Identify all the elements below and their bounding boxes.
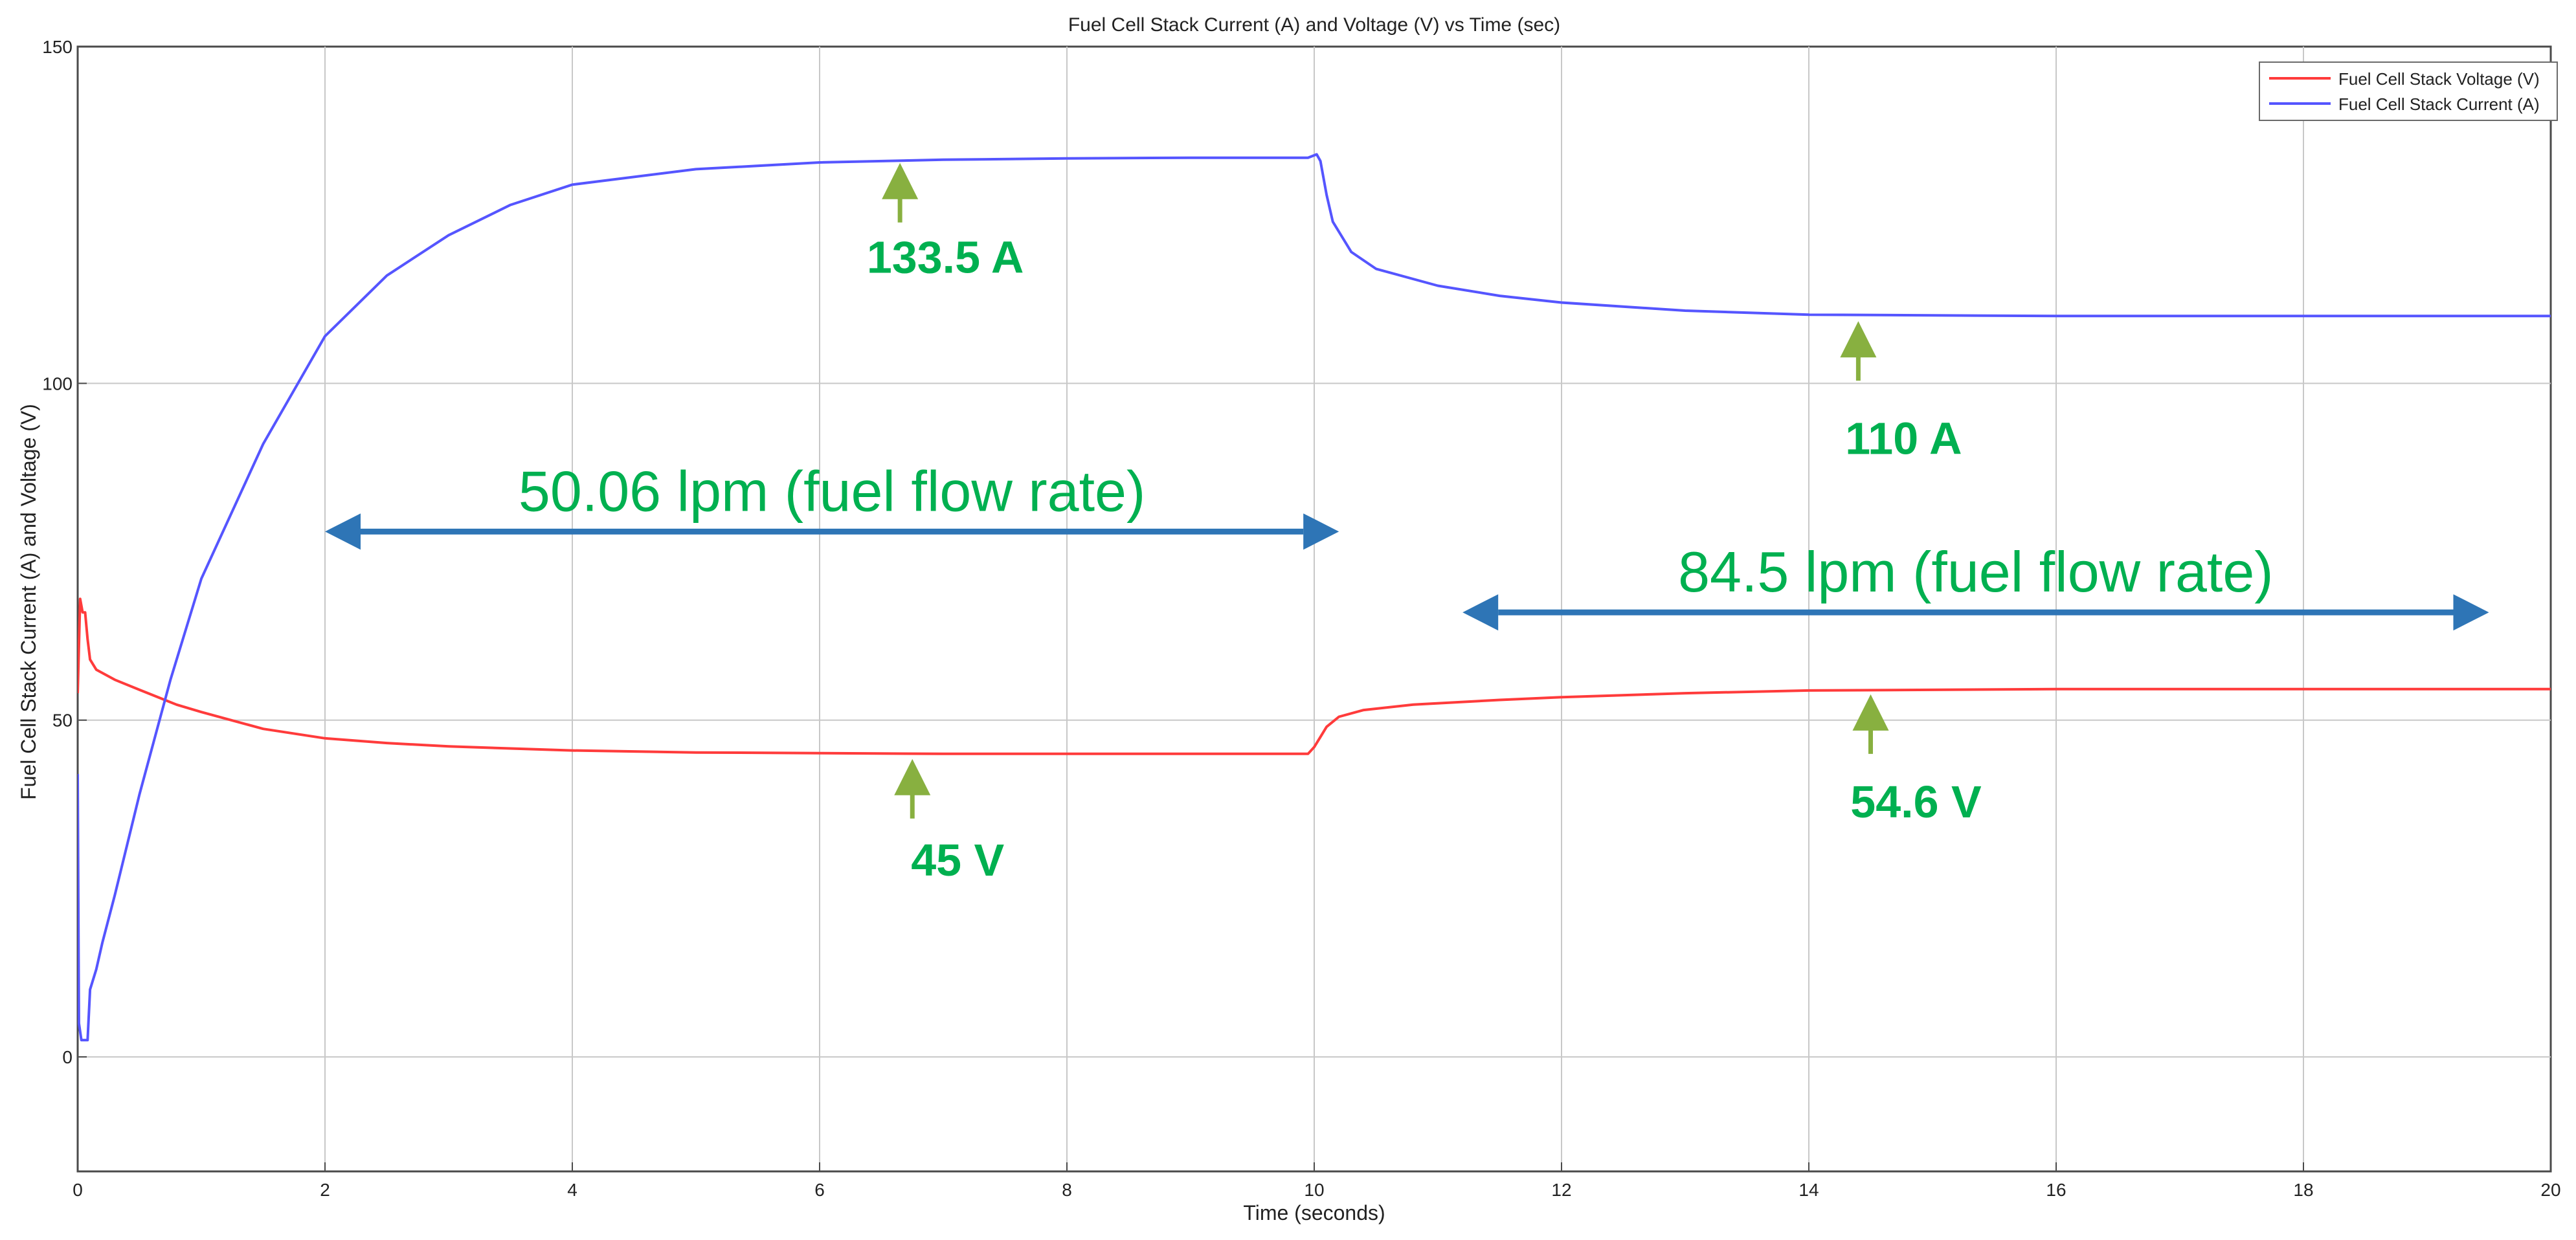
annotation-label: 110 A — [1845, 413, 1962, 463]
x-tick-label: 2 — [320, 1180, 330, 1200]
y-tick-label: 100 — [42, 373, 73, 393]
chart-title: Fuel Cell Stack Current (A) and Voltage … — [1068, 14, 1560, 36]
x-tick-label: 8 — [1062, 1180, 1072, 1200]
left-arrowhead-icon — [1462, 594, 1499, 631]
x-axis-label: Time (seconds) — [1243, 1201, 1385, 1224]
up-arrow-icon — [894, 758, 931, 795]
legend-box — [2259, 61, 2558, 121]
y-tick-label: 0 — [62, 1047, 73, 1067]
flow-range-flow-1: 50.06 lpm (fuel flow rate) — [325, 459, 1339, 550]
series-lines — [78, 153, 2551, 1042]
x-tick-label: 20 — [2540, 1180, 2560, 1200]
x-tick-label: 14 — [1798, 1180, 1819, 1200]
x-tick-label: 6 — [814, 1180, 825, 1200]
tick-labels: 0 2 4 6 8 10 12 14 16 18 20 0 50 100 150 — [42, 37, 2560, 1200]
annotation-voltage-high: 54.6 V — [1850, 694, 1982, 827]
up-arrow-icon — [1840, 321, 1877, 358]
flow-rate-label: 84.5 lpm (fuel flow rate) — [1678, 540, 2274, 604]
voltage-series-line — [78, 597, 2551, 755]
y-tick-label: 150 — [42, 37, 73, 57]
annotation-label: 45 V — [911, 835, 1004, 885]
annotation-current-low: 110 A — [1840, 321, 1962, 463]
annotations: 133.5 A 110 A 45 V 54.6 V 50.06 lpm (fuel fl… — [325, 162, 2489, 885]
annotation-voltage-low: 45 V — [894, 758, 1005, 885]
y-tick-label: 50 — [52, 711, 73, 731]
current-series-line — [78, 153, 2551, 1042]
annotation-label: 54.6 V — [1850, 777, 1982, 827]
flow-range-flow-2: 84.5 lpm (fuel flow rate) — [1462, 540, 2489, 631]
grid-lines — [77, 46, 2551, 1171]
up-arrow-icon — [1852, 694, 1889, 731]
right-arrowhead-icon — [1303, 513, 1339, 550]
up-arrow-icon — [882, 162, 919, 199]
x-tick-label: 10 — [1304, 1180, 1324, 1200]
flow-rate-label: 50.06 lpm (fuel flow rate) — [519, 459, 1145, 523]
x-tick-label: 0 — [73, 1180, 83, 1200]
legend-current-label: Fuel Cell Stack Current (A) — [2338, 94, 2540, 114]
annotation-label: 133.5 A — [867, 232, 1024, 283]
x-tick-label: 16 — [2046, 1180, 2066, 1200]
x-tick-label: 4 — [567, 1180, 577, 1200]
left-arrowhead-icon — [325, 513, 361, 550]
x-tick-label: 12 — [1551, 1180, 1571, 1200]
y-axis-label: Fuel Cell Stack Current (A) and Voltage … — [17, 404, 40, 800]
right-arrowhead-icon — [2453, 594, 2489, 631]
legend: Fuel Cell Stack Voltage (V) Fuel Cell St… — [2259, 61, 2558, 121]
annotation-current-high: 133.5 A — [867, 162, 1024, 283]
x-tick-label: 18 — [2293, 1180, 2313, 1200]
legend-voltage-label: Fuel Cell Stack Voltage (V) — [2338, 69, 2540, 89]
